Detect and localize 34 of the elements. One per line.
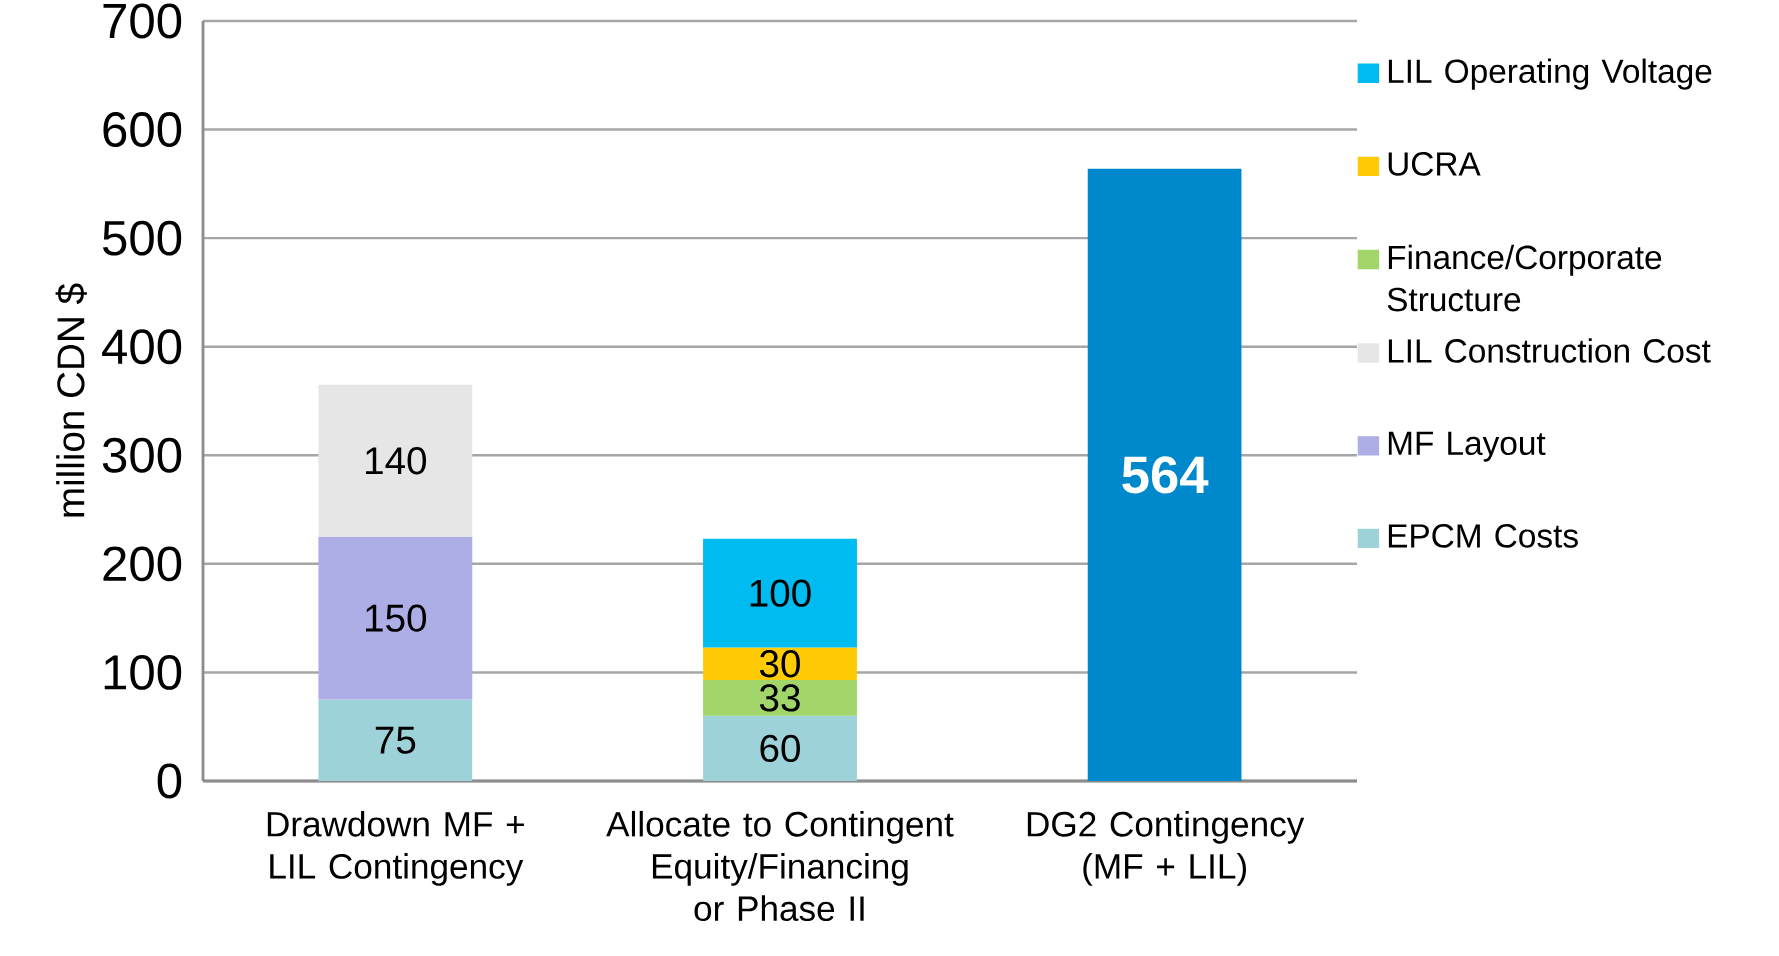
bar	[1087, 168, 1242, 781]
y-tick-label: 200	[103, 546, 182, 582]
y-tick-label: 0	[157, 763, 182, 799]
data-label: 564	[1122, 456, 1209, 494]
legend-label: Finance/Corporate Structure	[1387, 244, 1662, 312]
bar	[703, 538, 857, 648]
data-label: 150	[366, 604, 427, 632]
y-tick-label: 700	[103, 3, 182, 39]
x-tick-label: Drawdown MF + LIL Contingency	[267, 810, 524, 886]
y-tick-label: 300	[102, 437, 182, 473]
bar	[318, 384, 473, 537]
y-tick-label: 100	[104, 654, 182, 690]
x-tick-label: Allocate to Contingent Equity/Financing or Phase II	[606, 810, 954, 922]
bar	[318, 699, 473, 781]
legend-label: MF Layout	[1388, 431, 1546, 462]
legend-label: LIL Operating Voltage	[1388, 58, 1712, 90]
bar	[318, 536, 473, 700]
data-label: 33	[759, 684, 800, 712]
y-axis-title: million CDN $	[55, 283, 87, 517]
y-tick-label: 500	[102, 220, 182, 256]
x-tick-label: DG2 Contingency (MF + LIL)	[1027, 810, 1305, 886]
data-label: 60	[760, 734, 800, 763]
legend-label: EPCM Costs	[1388, 524, 1578, 548]
legend-label: LIL Construction Cost	[1388, 338, 1711, 363]
data-label: 75	[375, 726, 416, 754]
y-tick-label: 400	[102, 329, 182, 365]
bar	[703, 680, 857, 716]
legend-label: UCRA	[1388, 152, 1481, 176]
bar	[703, 647, 857, 681]
data-label: 140	[366, 447, 427, 475]
y-tick-label: 600	[103, 112, 182, 147]
data-label: 100	[750, 579, 811, 607]
bar	[703, 715, 857, 781]
data-label: 30	[759, 650, 800, 678]
